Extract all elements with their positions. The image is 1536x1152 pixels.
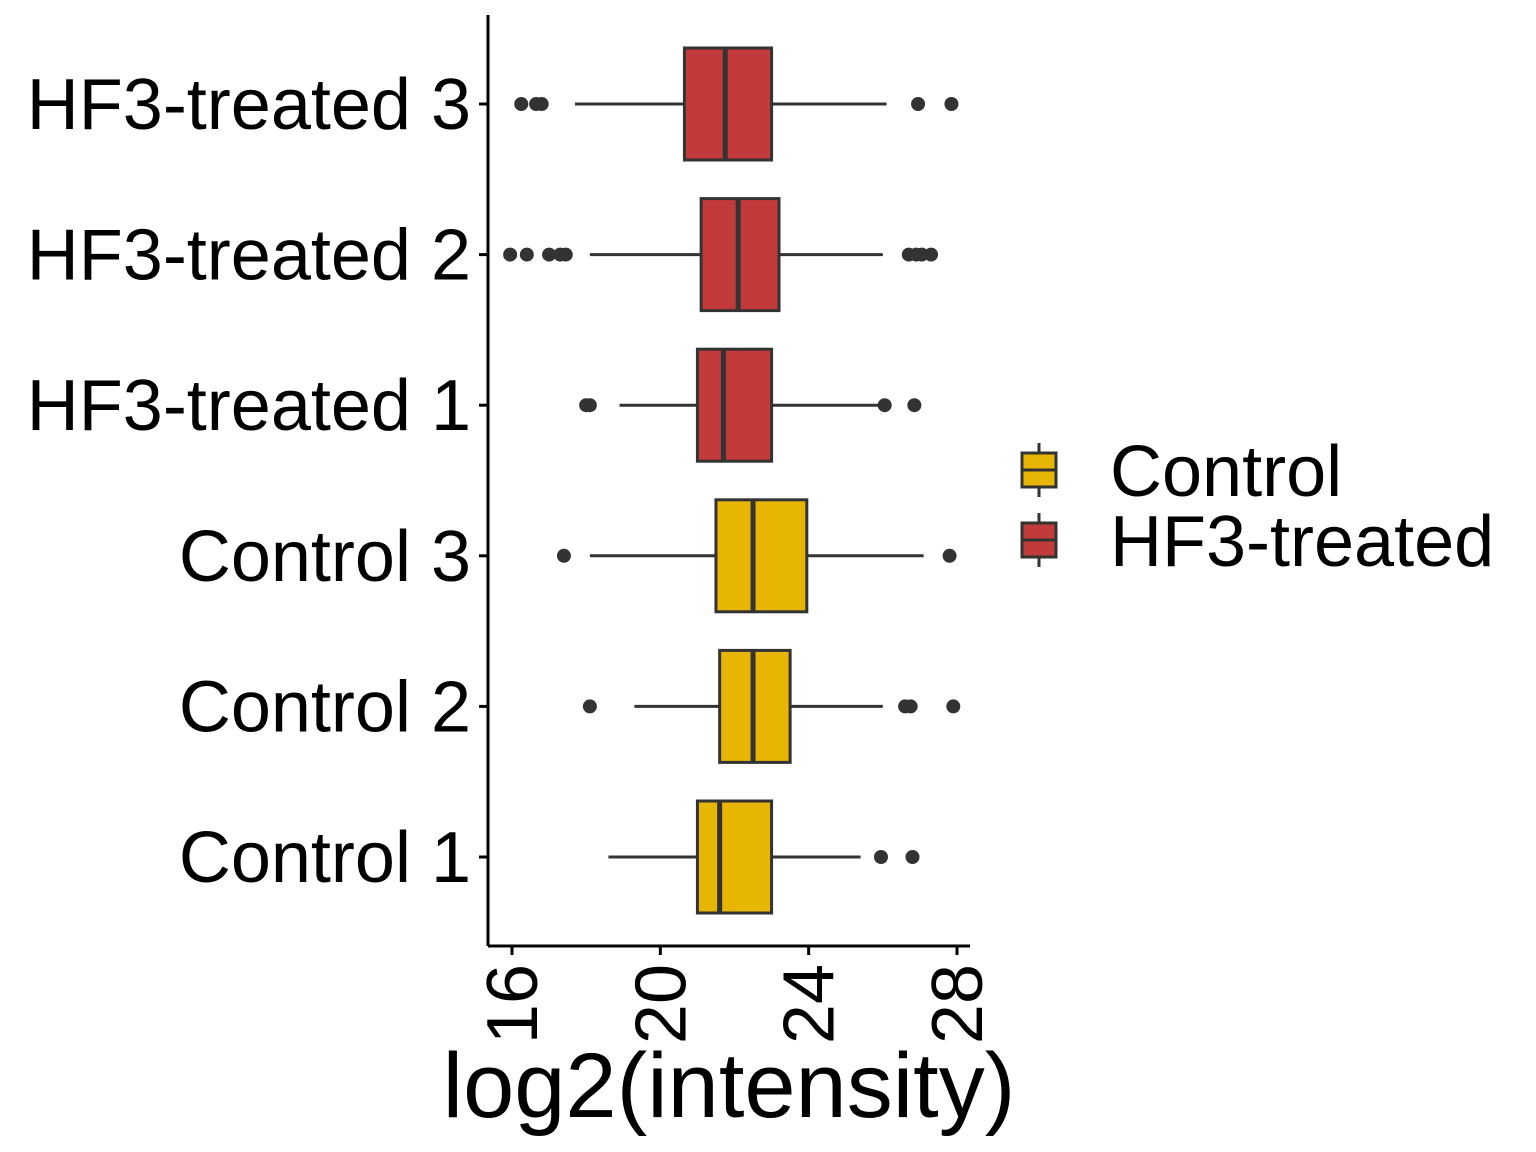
- outlier-point: [944, 97, 959, 111]
- box-hf3-treated-1: [579, 347, 922, 463]
- outlier-point: [542, 247, 557, 262]
- y-tick-label: HF3-treated 2: [27, 216, 471, 296]
- outlier-point: [582, 398, 597, 413]
- y-tick-label: HF3-treated 1: [27, 366, 471, 446]
- legend-item-control: Control: [1020, 432, 1342, 512]
- outlier-point: [907, 398, 922, 413]
- outlier-point: [873, 850, 888, 864]
- x-tick-label: 24: [770, 964, 850, 1044]
- y-tick-label: HF3-treated 3: [27, 65, 471, 145]
- outlier-point: [534, 97, 549, 111]
- outlier-point: [946, 699, 961, 714]
- y-tick-label: Control 1: [179, 818, 471, 898]
- x-axis: 16 20 24 28: [473, 944, 998, 1044]
- x-tick-label: 20: [621, 964, 701, 1044]
- y-ticks: [479, 102, 488, 859]
- box-control-2: [582, 648, 961, 764]
- x-ticks: [510, 946, 959, 955]
- box-iqr: [695, 347, 774, 463]
- outlier-point: [911, 97, 926, 111]
- box-hf3-treated-3: [514, 46, 959, 162]
- plot-boxes: [503, 46, 961, 915]
- x-axis-title: log2(intensity): [443, 1035, 1016, 1137]
- legend-label: HF3-treated: [1110, 502, 1494, 582]
- legend-label: Control: [1110, 432, 1342, 512]
- outlier-point: [558, 247, 573, 262]
- outlier-point: [942, 548, 957, 563]
- box-control-3: [556, 498, 957, 614]
- outlier-point: [514, 97, 529, 111]
- legend-item-hf3-treated: HF3-treated: [1020, 502, 1494, 582]
- x-tick-label: 28: [918, 964, 998, 1044]
- y-axis: Control 1 Control 2 Control 3 HF3-treated 1…: [27, 15, 490, 946]
- y-tick-label: Control 3: [179, 517, 471, 597]
- box-iqr: [714, 498, 809, 614]
- x-tick-label: 16: [473, 964, 553, 1044]
- outlier-point: [924, 247, 939, 262]
- outlier-point: [503, 247, 518, 262]
- outlier-point: [582, 699, 597, 714]
- x-tick-labels: 16 20 24 28: [473, 964, 998, 1044]
- y-tick-labels: Control 1 Control 2 Control 3 HF3-treated 1…: [27, 65, 471, 898]
- box-hf3-treated-2: [503, 197, 939, 313]
- y-tick-label: Control 2: [179, 667, 471, 747]
- outlier-point: [877, 398, 892, 413]
- box-iqr: [695, 799, 774, 915]
- box-iqr: [682, 46, 774, 162]
- outlier-point: [556, 548, 571, 563]
- outlier-point: [519, 247, 534, 262]
- box-control-1: [608, 799, 920, 915]
- outlier-point: [905, 850, 920, 864]
- outlier-point: [903, 699, 918, 714]
